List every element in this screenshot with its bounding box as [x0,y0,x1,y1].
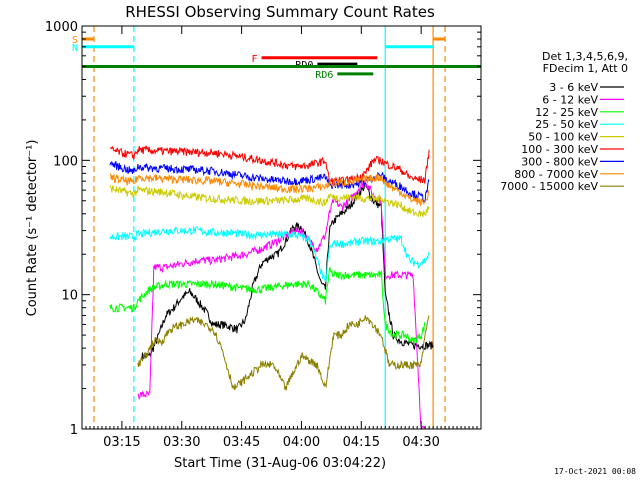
legend-label: 100 - 300 keV [521,143,598,156]
y-tick-label: 10 [61,289,78,304]
y-tick-label: 1000 [45,20,78,35]
legend-label: 50 - 100 keV [528,131,598,144]
y-tick-label: 1 [70,423,78,438]
legend-label: 6 - 12 keV [542,93,598,106]
series-line [109,184,430,218]
y-tick-label: 100 [53,154,78,169]
legend-label: 800 - 7000 keV [514,168,598,181]
series-line [141,181,434,361]
series-line [109,145,430,186]
legend: Det 1,3,4,5,6,9,FDecim 1, Att 0 3 - 6 keV… [500,50,628,193]
series-line [109,266,426,345]
x-tick-label: 04:30 [402,435,439,450]
legend-label: 3 - 6 keV [549,81,598,94]
legend-header: FDecim 1, Att 0 [543,62,628,75]
x-axis-label: Start Time (31-Aug-06 03:04:22) [174,456,386,471]
y-axis-label: Count Rate (s⁻¹ detector⁻¹) [25,140,40,317]
plot-frame [81,25,482,430]
annotation-label: N [72,43,78,54]
series-line [137,315,430,391]
annotation-label: F [252,54,258,65]
legend-label: 300 - 800 keV [521,155,598,168]
x-tick-label: 04:00 [283,435,320,450]
legend-label: 25 - 50 keV [535,118,598,131]
annotation-label: RD6 [315,70,333,81]
legend-header: Det 1,3,4,5,6,9, [542,50,628,63]
series-line [109,225,430,283]
x-tick-label: 03:30 [163,435,200,450]
chart-title: RHESSI Observing Summary Count Rates [125,3,435,21]
footer-date: 17-Oct-2021 00:08 [554,467,636,476]
x-tick-label: 04:15 [343,435,380,450]
x-tick-label: 03:15 [103,435,140,450]
series-line [109,160,430,202]
series-lines [109,145,434,430]
legend-label: 12 - 25 keV [535,106,598,119]
x-tick-label: 03:45 [223,435,260,450]
vertical-markers [93,26,446,429]
legend-label: 7000 - 15000 keV [500,180,598,193]
annotation-label: S [72,35,78,46]
series-line [137,179,426,430]
series-line [109,173,430,207]
axes: 03:15 03:30 03:45 04:00 04:15 04:30 1 10 100 1000 [45,20,482,450]
